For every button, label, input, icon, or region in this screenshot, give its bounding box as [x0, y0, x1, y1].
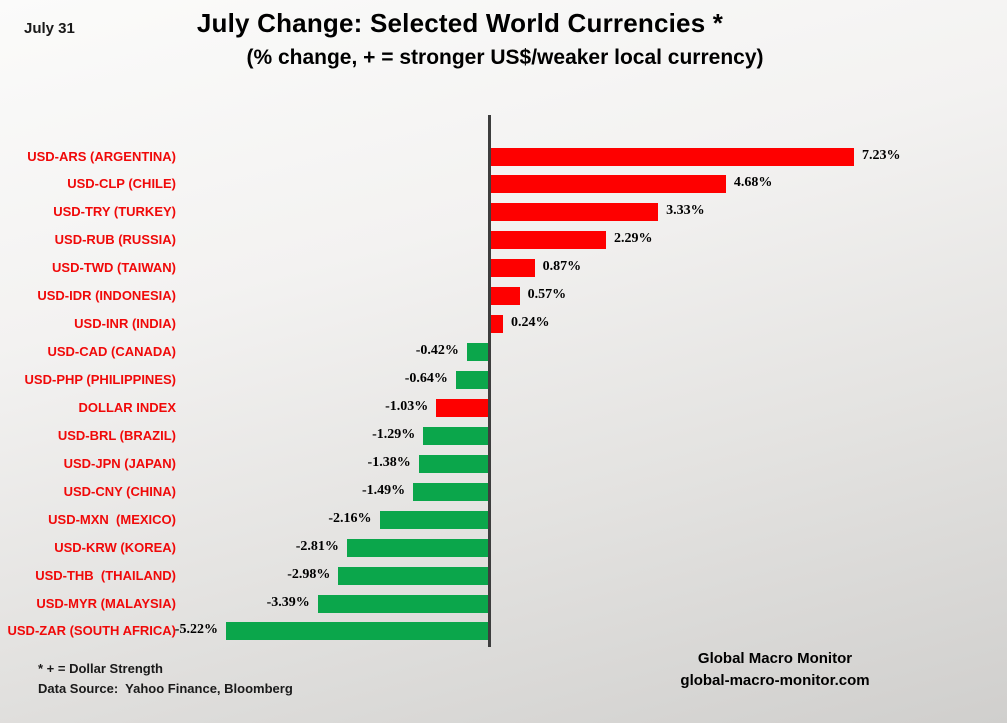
category-label-usd-thb-thailand: USD-THB (THAILAND) — [35, 567, 176, 583]
category-label-usd-twd-taiwan: USD-TWD (TAIWAN) — [52, 260, 176, 276]
category-label-usd-ars-argentina: USD-ARS (ARGENTINA) — [27, 148, 176, 164]
category-label-usd-clp-chile: USD-CLP (CHILE) — [67, 176, 176, 192]
value-label-usd-twd-taiwan: 0.87% — [542, 259, 582, 275]
zero-axis-line — [488, 115, 491, 647]
bar-usd-thb-thailand — [338, 566, 488, 585]
category-label-usd-brl-brazil: USD-BRL (BRAZIL) — [57, 427, 176, 443]
value-label-usd-brl-brazil: -1.29% — [372, 426, 416, 442]
footnote-dollar-strength: * + = Dollar Strength — [38, 661, 163, 676]
value-label-usd-cad-canada: -0.42% — [415, 343, 459, 359]
value-label-usd-rub-russia: 2.29% — [613, 231, 653, 247]
category-label-usd-krw-korea: USD-KRW (KOREA) — [54, 539, 176, 555]
bar-usd-clp-chile — [491, 175, 726, 194]
bar-usd-krw-korea — [346, 538, 488, 557]
bar-usd-idr-indonesia — [491, 287, 520, 306]
bar-usd-try-turkey — [491, 203, 659, 222]
bar-dollar-index — [436, 398, 488, 417]
value-label-usd-jpn-japan: -1.38% — [367, 454, 411, 470]
category-label-usd-cad-canada: USD-CAD (CANADA) — [47, 344, 176, 360]
bar-usd-mxn-mexico — [379, 510, 488, 529]
category-label-usd-mxn-mexico: USD-MXN (MEXICO) — [48, 511, 176, 527]
brand-url: global-macro-monitor.com — [680, 672, 870, 689]
category-label-dollar-index: DOLLAR INDEX — [78, 399, 177, 415]
value-label-usd-idr-indonesia: 0.57% — [527, 287, 567, 303]
date-label: July 31 — [24, 20, 75, 37]
value-label-usd-php-philippines: -0.64% — [404, 371, 448, 387]
category-label-usd-inr-india: USD-INR (INDIA) — [74, 316, 176, 332]
category-label-usd-myr-malaysia: USD-MYR (MALAYSIA) — [36, 595, 176, 611]
bar-usd-myr-malaysia — [317, 594, 488, 613]
category-label-usd-try-turkey: USD-TRY (TURKEY) — [53, 204, 176, 220]
value-label-usd-myr-malaysia: -3.39% — [266, 594, 310, 610]
bar-usd-brl-brazil — [423, 426, 488, 445]
footnote-data-source: Data Source: Yahoo Finance, Bloomberg — [38, 681, 293, 696]
bar-usd-rub-russia — [491, 231, 606, 250]
chart-subtitle: (% change, + = stronger US$/weaker local… — [246, 46, 764, 69]
value-label-dollar-index: -1.03% — [385, 398, 429, 414]
bar-usd-cny-china — [413, 482, 488, 501]
value-label-usd-clp-chile: 4.68% — [733, 175, 773, 191]
value-label-usd-krw-korea: -2.81% — [295, 538, 339, 554]
value-label-usd-mxn-mexico: -2.16% — [328, 510, 372, 526]
bar-usd-cad-canada — [466, 343, 488, 362]
bar-usd-inr-india — [491, 315, 504, 334]
value-label-usd-inr-india: 0.24% — [511, 315, 550, 331]
category-label-usd-idr-indonesia: USD-IDR (INDONESIA) — [37, 288, 176, 304]
category-label-usd-zar-south-africa: USD-ZAR (SOUTH AFRICA) — [7, 623, 177, 639]
value-label-usd-zar-south-africa: -5.22% — [174, 622, 218, 638]
value-label-usd-ars-argentina: 7.23% — [861, 147, 901, 163]
bar-usd-zar-south-africa — [225, 622, 488, 641]
category-label-usd-php-philippines: USD-PHP (PHILIPPINES) — [24, 372, 176, 388]
category-label-usd-cny-china: USD-CNY (CHINA) — [63, 483, 176, 499]
value-label-usd-cny-china: -1.49% — [362, 482, 406, 498]
bar-usd-twd-taiwan — [491, 259, 535, 278]
category-label-usd-rub-russia: USD-RUB (RUSSIA) — [54, 232, 176, 248]
category-label-usd-jpn-japan: USD-JPN (JAPAN) — [63, 455, 176, 471]
value-label-usd-try-turkey: 3.33% — [666, 203, 705, 219]
brand-name: Global Macro Monitor — [697, 650, 853, 667]
chart-title: July Change: Selected World Currencies * — [196, 8, 724, 38]
bar-usd-php-philippines — [455, 371, 488, 390]
bar-usd-ars-argentina — [491, 147, 854, 166]
value-label-usd-thb-thailand: -2.98% — [287, 566, 331, 582]
bar-usd-jpn-japan — [418, 454, 488, 473]
